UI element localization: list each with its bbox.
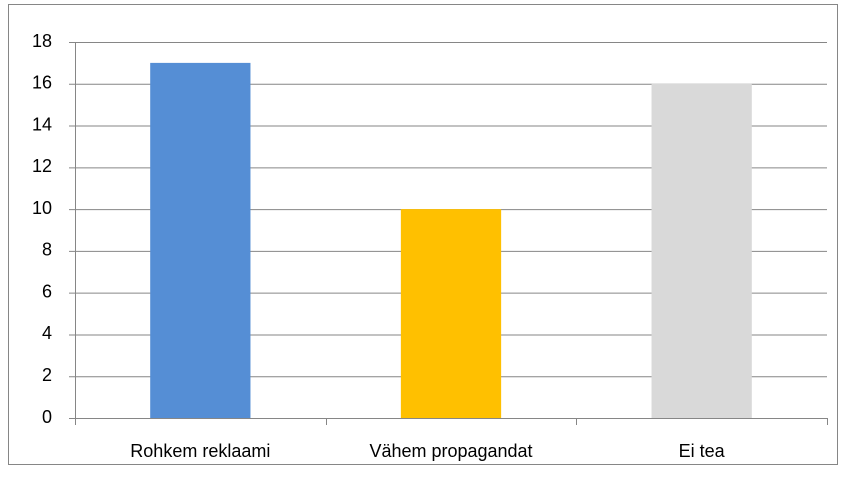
y-tick-label: 0: [42, 407, 52, 427]
y-tick-label: 4: [42, 323, 52, 343]
y-tick-label: 6: [42, 281, 52, 301]
y-tick-label: 2: [42, 365, 52, 385]
x-tick-label: Vähem propagandat: [369, 441, 532, 461]
bar: [400, 209, 502, 418]
y-tick-label: 14: [32, 114, 52, 134]
y-tick-label: 10: [32, 198, 52, 218]
bar: [150, 62, 251, 419]
y-tick-label: 16: [32, 73, 52, 93]
bar: [651, 83, 752, 419]
y-tick-label: 12: [32, 156, 52, 176]
x-tick-label: Ei tea: [679, 441, 726, 461]
y-tick-label: 18: [32, 31, 52, 51]
y-tick-label: 8: [42, 240, 52, 260]
x-tick-label: Rohkem reklaami: [130, 441, 270, 461]
